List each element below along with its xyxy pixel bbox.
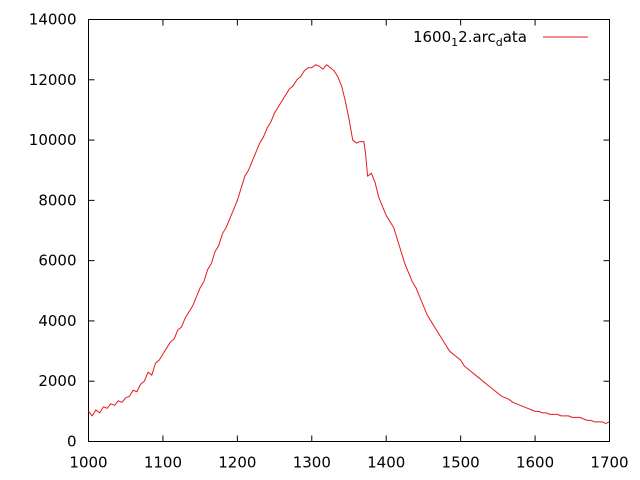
x-tick-label: 1000 (69, 454, 107, 472)
y-tick-label: 12000 (29, 71, 77, 89)
legend-label: 160012.arcdata (413, 28, 527, 49)
x-tick-label: 1300 (293, 454, 331, 472)
series-group (88, 64, 610, 424)
y-tick-label: 14000 (29, 11, 77, 29)
y-tick-label: 8000 (38, 191, 76, 209)
plot-frame (88, 19, 610, 442)
x-tick-label: 1500 (442, 454, 480, 472)
y-tick-label: 6000 (38, 252, 76, 270)
axis-ticks (88, 19, 610, 442)
legend: 160012.arcdata (413, 28, 588, 49)
y-tick-label: 10000 (29, 131, 77, 149)
x-tick-label: 1400 (367, 454, 405, 472)
axis-tick-labels: 1000 1100 1200 1300 1400 1500 1600 1700 0 2000 400… (29, 11, 629, 472)
y-tick-label: 2000 (38, 372, 76, 390)
y-tick-label: 4000 (38, 312, 76, 330)
y-tick-label: 0 (67, 433, 77, 451)
x-tick-label: 1100 (144, 454, 182, 472)
x-tick-label: 1600 (516, 454, 554, 472)
x-tick-label: 1700 (590, 454, 628, 472)
series-line (88, 64, 610, 424)
x-tick-label: 1200 (218, 454, 256, 472)
